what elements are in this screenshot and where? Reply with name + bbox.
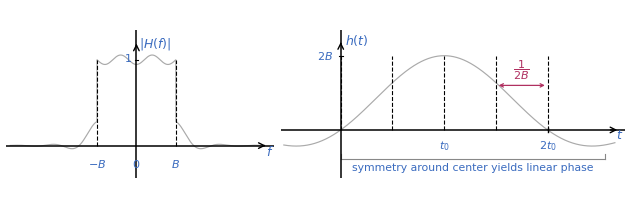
Text: $t$: $t$ bbox=[616, 129, 623, 142]
Text: $|H(f)|$: $|H(f)|$ bbox=[139, 36, 171, 52]
Text: $f$: $f$ bbox=[267, 146, 274, 159]
Text: $2t_0$: $2t_0$ bbox=[538, 140, 556, 153]
Text: $1$: $1$ bbox=[124, 52, 131, 64]
Text: $h(t)$: $h(t)$ bbox=[345, 33, 368, 48]
Text: $B$: $B$ bbox=[172, 158, 181, 170]
Text: $\dfrac{1}{2B}$: $\dfrac{1}{2B}$ bbox=[514, 58, 530, 82]
Text: $0$: $0$ bbox=[132, 158, 140, 170]
Text: symmetry around center yields linear phase: symmetry around center yields linear pha… bbox=[352, 163, 593, 173]
Text: $2B$: $2B$ bbox=[318, 50, 334, 62]
Text: $-B$: $-B$ bbox=[88, 158, 106, 170]
Text: $t_0$: $t_0$ bbox=[439, 140, 450, 153]
